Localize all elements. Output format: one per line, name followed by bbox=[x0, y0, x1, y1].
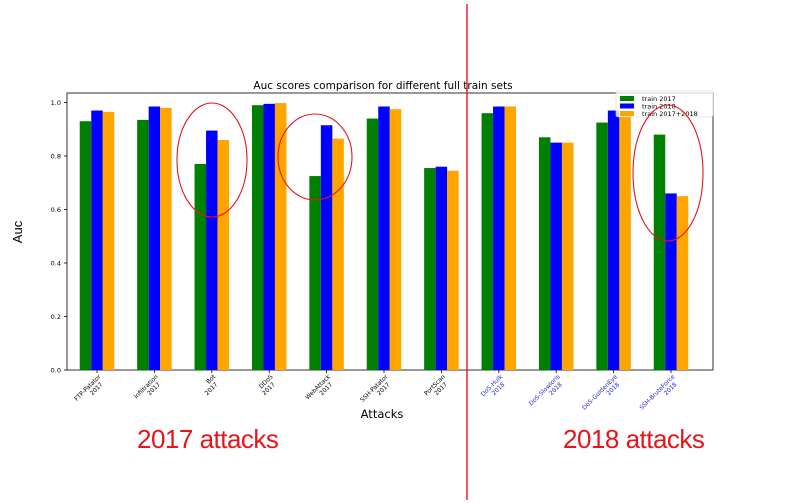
bar bbox=[274, 103, 287, 370]
bar bbox=[653, 134, 666, 370]
bar-series bbox=[79, 103, 689, 371]
bar bbox=[435, 166, 448, 370]
y-tick-label: 0.8 bbox=[51, 153, 61, 161]
bar bbox=[366, 118, 379, 370]
bar bbox=[504, 106, 517, 370]
bar bbox=[206, 130, 218, 370]
y-axis-label: Auc bbox=[10, 220, 25, 243]
bar bbox=[217, 139, 230, 370]
bar bbox=[561, 142, 574, 370]
y-tick-label: 1.0 bbox=[51, 99, 61, 107]
legend-label: train 2017+2018 bbox=[642, 110, 698, 118]
legend-box bbox=[615, 90, 714, 118]
y-tick-label: 0.6 bbox=[51, 206, 61, 214]
legend-swatch bbox=[620, 103, 634, 109]
bar bbox=[550, 142, 562, 370]
bar bbox=[79, 121, 92, 370]
bar bbox=[332, 138, 344, 370]
bar bbox=[538, 137, 551, 370]
bar bbox=[263, 103, 275, 371]
bar bbox=[424, 168, 436, 370]
bar bbox=[137, 119, 149, 370]
y-axis: 0.0 0.2 0.4 0.6 0.8 1.0 bbox=[51, 99, 67, 375]
bar bbox=[447, 170, 459, 370]
y-tick-label: 0.2 bbox=[51, 313, 61, 321]
x-axis-label: Attacks bbox=[361, 407, 404, 421]
bar bbox=[309, 176, 321, 370]
bar bbox=[665, 193, 677, 370]
highlight-ellipse-bot bbox=[176, 102, 248, 218]
legend-label: train 2017 bbox=[642, 95, 676, 103]
y-tick-label: 0.4 bbox=[51, 260, 61, 268]
bar bbox=[607, 110, 620, 371]
bar bbox=[493, 106, 505, 370]
bar bbox=[102, 111, 115, 371]
legend-swatch bbox=[620, 96, 634, 101]
bar bbox=[389, 109, 402, 370]
highlight-ellipse-webattack bbox=[277, 113, 353, 201]
bar bbox=[160, 107, 172, 370]
bar bbox=[596, 122, 608, 370]
legend-swatch bbox=[620, 111, 634, 116]
bar bbox=[251, 105, 264, 371]
annotation-2017-attacks: 2017 attacks bbox=[137, 424, 279, 454]
y-tick-label: 0.0 bbox=[51, 367, 61, 375]
highlight-ellipse-ssh-bruteforce bbox=[632, 104, 704, 242]
bar bbox=[676, 196, 689, 370]
annotations bbox=[176, 4, 704, 500]
bar bbox=[194, 164, 207, 370]
chart-title: Auc scores comparison for different full… bbox=[253, 80, 512, 92]
bar bbox=[378, 106, 390, 370]
bar bbox=[320, 125, 333, 370]
bar bbox=[619, 113, 631, 370]
bar bbox=[148, 106, 161, 370]
bar bbox=[91, 110, 103, 371]
legend-label: train 2018 bbox=[642, 103, 676, 111]
annotation-2018-attacks: 2018 attacks bbox=[563, 424, 705, 454]
bar bbox=[481, 113, 494, 370]
